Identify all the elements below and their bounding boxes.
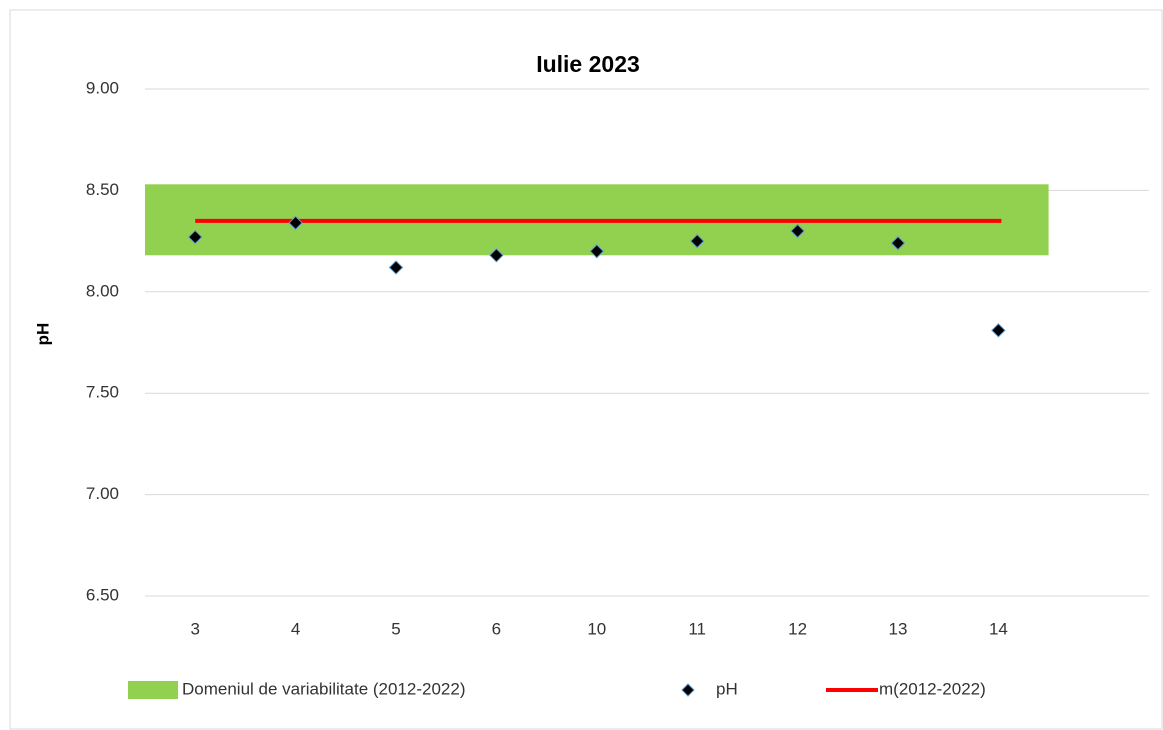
y-tick-label: 6.50 — [86, 585, 119, 604]
ph-point — [489, 248, 504, 263]
legend-swatch — [128, 681, 178, 699]
y-tick-label: 8.50 — [86, 180, 119, 199]
x-tick-label: 3 — [190, 619, 199, 638]
y-tick-label: 7.50 — [86, 383, 119, 402]
ph-point — [991, 323, 1006, 338]
ph-point — [288, 215, 303, 231]
y-tick-label: 7.00 — [86, 484, 119, 503]
x-tick-label: 12 — [788, 619, 807, 638]
x-tick-label: 13 — [889, 619, 908, 638]
chart-title: Iulie 2023 — [536, 51, 640, 77]
y-tick-label: 9.00 — [86, 78, 119, 97]
x-tick-label: 6 — [492, 619, 501, 638]
ph-point — [790, 223, 805, 239]
ph-point — [388, 260, 404, 275]
y-axis-label: pH — [33, 323, 52, 346]
x-tick-label: 10 — [587, 619, 606, 638]
ph-point — [689, 233, 705, 249]
y-tick-label: 8.00 — [86, 281, 119, 300]
x-tick-label: 4 — [291, 619, 300, 638]
legend-label: m(2012-2022) — [879, 679, 986, 698]
legend-label: Domeniul de variabilitate (2012-2022) — [182, 679, 466, 698]
chart-frame — [9, 9, 1163, 730]
x-tick-label: 11 — [688, 619, 706, 638]
ph-point — [589, 244, 605, 259]
ph-point — [187, 229, 203, 245]
x-tick-label: 14 — [989, 619, 1008, 638]
legend-swatch — [681, 683, 695, 697]
ph-point — [890, 235, 906, 251]
x-tick-label: 5 — [391, 619, 400, 638]
legend-label: pH — [716, 679, 738, 698]
